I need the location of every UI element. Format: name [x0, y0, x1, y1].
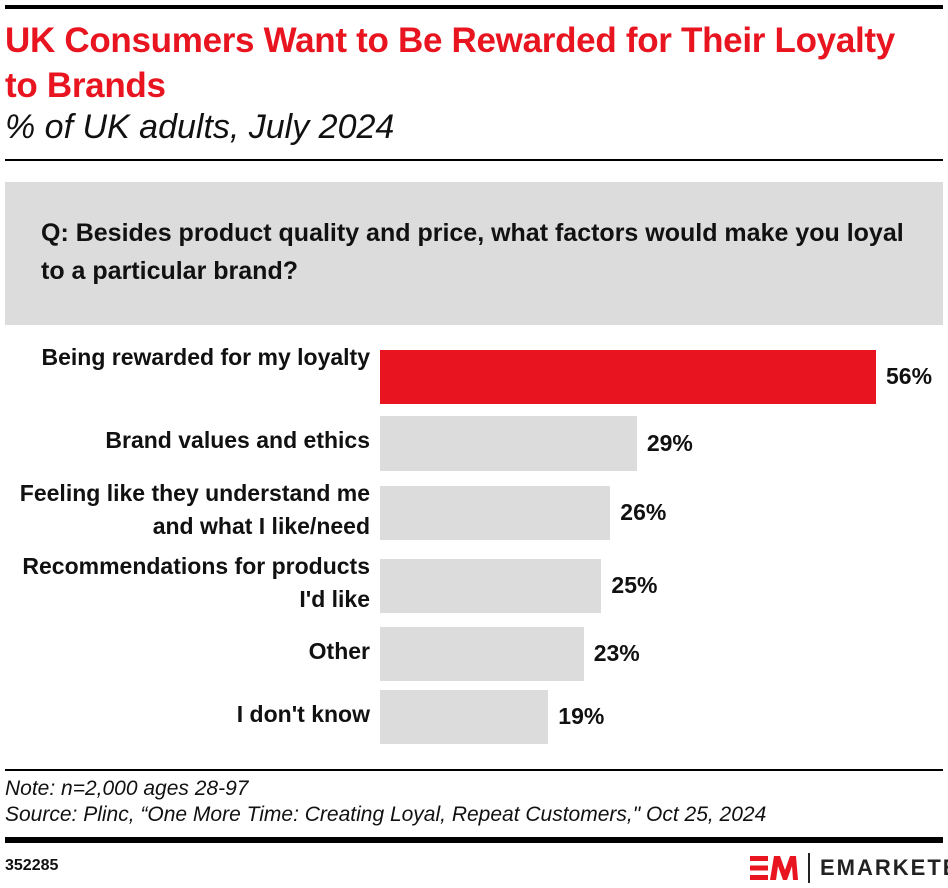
data-label: 19%	[558, 703, 605, 729]
category-label: I don't know	[236, 700, 370, 727]
data-label: 56%	[886, 363, 933, 389]
bar	[380, 350, 876, 404]
note: Note: n=2,000 ages 28-97	[5, 777, 249, 800]
question-text: Q: Besides product quality and price, wh…	[41, 219, 904, 285]
bar	[380, 486, 611, 540]
chart-title: UK Consumers Want to Be Rewarded for The…	[5, 21, 895, 105]
bar	[380, 559, 602, 613]
data-label: 26%	[620, 499, 667, 525]
title-divider	[5, 159, 943, 161]
bar	[380, 416, 637, 471]
logo-text: EMARKETER	[820, 855, 948, 880]
question-box: Q: Besides product quality and price, wh…	[5, 182, 943, 325]
data-label: 25%	[611, 572, 658, 598]
category-label: Brand values and ethics	[105, 427, 370, 453]
top-rule	[5, 5, 943, 9]
source: Source: Plinc, “One More Time: Creating …	[5, 803, 767, 826]
category-label: Feeling like they understand me and what…	[19, 480, 370, 539]
logo-divider	[808, 853, 810, 883]
emarketer-logo: EMARKETER	[750, 852, 948, 884]
data-label: 29%	[646, 429, 693, 456]
category-label: Other	[308, 637, 370, 664]
bottom-rule	[5, 837, 943, 843]
em-logo-icon	[750, 856, 798, 880]
category-label: Being rewarded for my loyalty	[41, 344, 370, 370]
footer-divider	[5, 769, 943, 771]
category-label: Recommendations for products I'd like	[22, 553, 370, 612]
chart-subtitle: % of UK adults, July 2024	[5, 108, 395, 146]
bar	[380, 627, 584, 681]
chart-id: 352285	[5, 857, 59, 874]
bar	[380, 690, 549, 744]
data-label: 23%	[593, 640, 640, 666]
